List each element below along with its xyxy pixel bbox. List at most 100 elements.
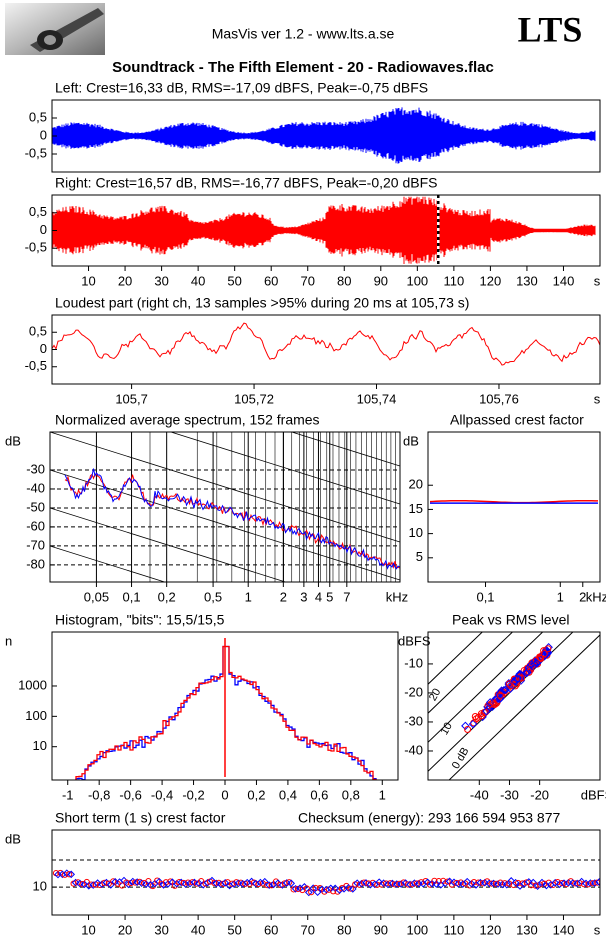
point <box>521 668 531 678</box>
crest-diagonal <box>428 632 544 743</box>
frame <box>51 314 601 385</box>
point <box>294 885 302 893</box>
plot <box>52 859 600 897</box>
x-tick-label: 100 <box>406 273 428 288</box>
x-tick-label: -0,6 <box>119 787 141 802</box>
point <box>414 879 423 888</box>
y-tick-label: -20 <box>404 684 423 699</box>
point <box>525 668 533 676</box>
diagonal-label: 30 <box>415 652 432 669</box>
slope-line <box>290 432 400 467</box>
point <box>309 884 318 893</box>
panel-title: Normalized average spectrum, 152 frames <box>55 412 320 428</box>
panel-title: Allpassed crest factor <box>450 412 584 428</box>
histogram-line <box>52 645 398 780</box>
panel: Right: Crest=16,57 dB, RMS=-16,77 dBFS, … <box>25 175 601 289</box>
y-tick-label: 0 <box>40 341 47 356</box>
app-name: MasVis ver 1.2 - www.lts.a.se <box>212 26 395 42</box>
y-tick-label: 15 <box>409 501 423 516</box>
point <box>444 878 451 885</box>
y-tick-label: -0,5 <box>25 358 47 373</box>
x-tick-label: -1 <box>62 787 74 802</box>
point <box>167 878 174 885</box>
x-tick-label: 20 <box>118 922 132 937</box>
point <box>519 880 526 887</box>
point <box>410 879 419 888</box>
x-axis-label: s <box>594 922 601 937</box>
x-tick-label: 0,2 <box>158 589 176 604</box>
x-tick-label: 80 <box>337 922 351 937</box>
point <box>595 878 600 886</box>
point <box>488 880 495 887</box>
panel-title: Peak vs RMS level <box>452 612 569 628</box>
x-tick-label: 120 <box>480 273 502 288</box>
point <box>537 654 545 662</box>
x-tick-label: 30 <box>154 273 168 288</box>
point <box>523 668 532 677</box>
panel: Loudest part (right ch, 13 samples >95% … <box>25 295 601 407</box>
x-tick-label: 40 <box>191 273 205 288</box>
point <box>529 878 538 887</box>
y-axis-label: dB <box>403 433 419 448</box>
x-tick-label: 70 <box>300 922 314 937</box>
crest-diagonal <box>448 634 600 780</box>
point <box>347 885 354 892</box>
point <box>464 725 472 733</box>
point <box>526 660 536 670</box>
x-axis-label: dBFS <box>581 787 606 802</box>
x-tick-label: 140 <box>553 273 575 288</box>
panel: Histogram, "bits": 15,5/15,5n100010010-1… <box>5 612 399 802</box>
x-tick-label: 7 <box>343 589 350 604</box>
y-axis-label: dB <box>5 433 21 448</box>
point <box>540 650 548 658</box>
x-tick-label: 130 <box>516 273 538 288</box>
point <box>392 880 401 888</box>
plot <box>52 195 596 266</box>
x-tick-label: 50 <box>227 922 241 937</box>
point <box>176 879 183 886</box>
x-tick-label: 60 <box>264 273 278 288</box>
frame <box>51 631 399 781</box>
x-tick-label: 5 <box>326 589 333 604</box>
y-tick-label: -0,5 <box>25 145 47 160</box>
x-tick-label: -40 <box>470 787 489 802</box>
x-tick-label: -0,4 <box>151 787 173 802</box>
x-tick-label: 110 <box>443 922 464 937</box>
x-tick-label: 70 <box>300 273 314 288</box>
point <box>353 879 362 888</box>
x-tick-label: 30 <box>154 922 168 937</box>
point <box>66 871 73 878</box>
x-tick-label: 0,1 <box>476 589 494 604</box>
x-tick-label: 0,4 <box>279 787 297 802</box>
point <box>468 719 478 729</box>
x-tick-label: 10 <box>81 922 95 937</box>
x-tick-label: -0,2 <box>182 787 204 802</box>
panel-title: Right: Crest=16,57 dB, RMS=-16,77 dBFS, … <box>55 175 437 191</box>
diagonal-label: 10 <box>438 721 455 738</box>
point <box>348 885 357 893</box>
y-axis-label: dB <box>5 831 21 846</box>
x-tick-label: 105,76 <box>479 391 519 406</box>
y-tick-label: 0,5 <box>29 324 47 339</box>
point <box>475 879 482 886</box>
y-tick-label: 0,5 <box>29 204 47 219</box>
plot <box>52 638 398 780</box>
x-tick-label: 80 <box>337 273 351 288</box>
plot-area <box>50 432 400 582</box>
panel: Normalized average spectrum, 152 frames d… <box>5 412 408 605</box>
point <box>491 701 499 709</box>
point <box>155 877 164 886</box>
point <box>391 881 398 888</box>
x-axis-label: kHz <box>386 589 408 604</box>
point <box>106 881 115 889</box>
point <box>88 881 95 888</box>
y-tick-label: -0,5 <box>25 240 47 255</box>
point <box>453 879 460 887</box>
point <box>507 682 515 690</box>
x-tick-label: 105,74 <box>357 391 397 406</box>
point <box>54 870 62 879</box>
x-tick-label: -0,8 <box>88 787 110 802</box>
y-tick-label: -30 <box>404 713 423 728</box>
point <box>564 878 573 887</box>
